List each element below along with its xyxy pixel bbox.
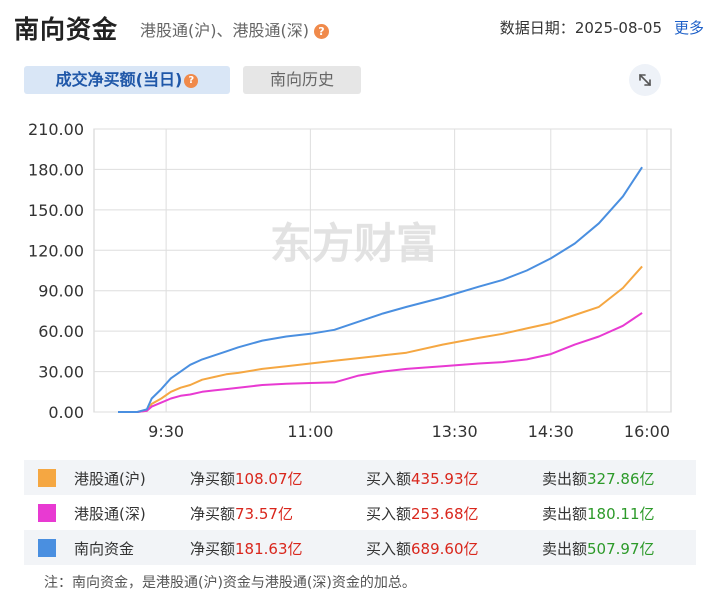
y-tick-label: 210.00 [28,120,84,139]
legend-row-sz: 港股通(深) 净买额73.57亿 买入额253.68亿 卖出额180.11亿 [24,495,696,530]
y-tick-label: 30.00 [38,363,84,382]
x-axis-ticks: 9:30 11:00 13:30 14:30 16:00 [148,422,670,441]
net-buy-sz: 净买额73.57亿 [190,503,293,524]
net-buy-value: 181.63亿 [235,540,303,558]
help-icon[interactable]: ? [313,24,329,39]
buy-total: 买入额689.60亿 [366,538,479,559]
net-buy-value: 73.57亿 [235,505,293,523]
tab-net-buy-today-label: 成交净买额(当日) [55,70,183,89]
x-tick-label: 16:00 [624,422,670,441]
buy-sz: 买入额253.68亿 [366,503,479,524]
y-tick-label: 150.00 [28,201,84,220]
sell-total: 卖出额507.97亿 [542,538,655,559]
legend-row-sh: 港股通(沪) 净买额108.07亿 买入额435.93亿 卖出额327.86亿 [24,460,696,495]
plot-border [93,128,672,413]
legend-row-total: 南向资金 净买额181.63亿 买入额689.60亿 卖出额507.97亿 [24,530,696,565]
chart-series [118,166,643,413]
series-line-1 [118,265,643,413]
sell-value: 327.86亿 [587,470,655,488]
subtitle-text: 港股通(沪)、港股通(深) [140,21,309,40]
net-buy-label: 净买额 [190,540,236,558]
y-tick-label: 0.00 [48,403,84,422]
buy-sh: 买入额435.93亿 [366,468,479,489]
page-title: 南向资金 [14,15,119,44]
sell-label: 卖出额 [542,470,588,488]
line-chart: 东方财富 0.00 30.00 60.00 90.00 120.00 150.00 180.… [28,120,672,441]
legend-name-total: 南向资金 [74,540,135,558]
x-tick-label: 11:00 [287,422,333,441]
net-buy-label: 净买额 [190,505,236,523]
buy-label: 买入额 [366,505,412,523]
legend-name-sz: 港股通(深) [74,505,146,523]
series-line-2 [118,312,643,413]
y-tick-label: 60.00 [38,322,84,341]
legend-table: 港股通(沪) 净买额108.07亿 买入额435.93亿 卖出额327.86亿 … [24,460,696,565]
y-tick-label: 180.00 [28,160,84,179]
buy-label: 买入额 [366,540,412,558]
date-label: 数据日期： [499,19,575,37]
sell-value: 507.97亿 [587,540,655,558]
net-buy-label: 净买额 [190,470,236,488]
sell-label: 卖出额 [542,505,588,523]
buy-value: 435.93亿 [411,470,479,488]
y-tick-label: 120.00 [28,241,84,260]
watermark-text: 东方财富 [270,219,438,268]
y-axis-ticks: 0.00 30.00 60.00 90.00 120.00 150.00 180.00 210… [28,120,84,422]
page-header: 南向资金 港股通(沪)、港股通(深)? 数据日期：2025-08-05 更多 [0,0,712,52]
page-subtitle: 港股通(沪)、港股通(深)? [140,17,329,41]
x-tick-label: 14:30 [528,422,574,441]
tab-net-buy-today[interactable]: 成交净买额(当日)? [24,66,230,94]
legend-name-sh: 港股通(沪) [74,470,146,488]
tab-southbound-history-label: 南向历史 [269,70,334,89]
buy-label: 买入额 [366,470,412,488]
data-date: 数据日期：2025-08-05 [500,17,662,38]
sell-sh: 卖出额327.86亿 [542,468,655,489]
legend-swatch-sz [38,504,56,522]
more-link[interactable]: 更多 [673,19,704,37]
x-tick-label: 9:30 [148,422,184,441]
chart-grid [93,128,672,413]
sell-label: 卖出额 [542,540,588,558]
sell-value: 180.11亿 [587,505,655,523]
buy-value: 253.68亿 [411,505,479,523]
expand-button[interactable] [629,64,661,96]
net-buy-total: 净买额181.63亿 [190,538,303,559]
tab-southbound-history[interactable]: 南向历史 [243,66,361,94]
legend-swatch-sh [38,469,56,487]
net-buy-sh: 净买额108.07亿 [190,468,303,489]
legend-swatch-total [38,539,56,557]
y-tick-label: 90.00 [38,282,84,301]
buy-value: 689.60亿 [411,540,479,558]
net-buy-value: 108.07亿 [235,470,303,488]
help-icon[interactable]: ? [184,73,199,88]
date-value: 2025-08-05 [574,19,662,37]
sell-sz: 卖出额180.11亿 [542,503,655,524]
footnote: 注：南向资金，是港股通(沪)资金与港股通(深)资金的加总。 [44,575,416,591]
expand-icon [639,74,651,86]
x-tick-label: 13:30 [432,422,478,441]
series-line-3 [118,166,643,413]
